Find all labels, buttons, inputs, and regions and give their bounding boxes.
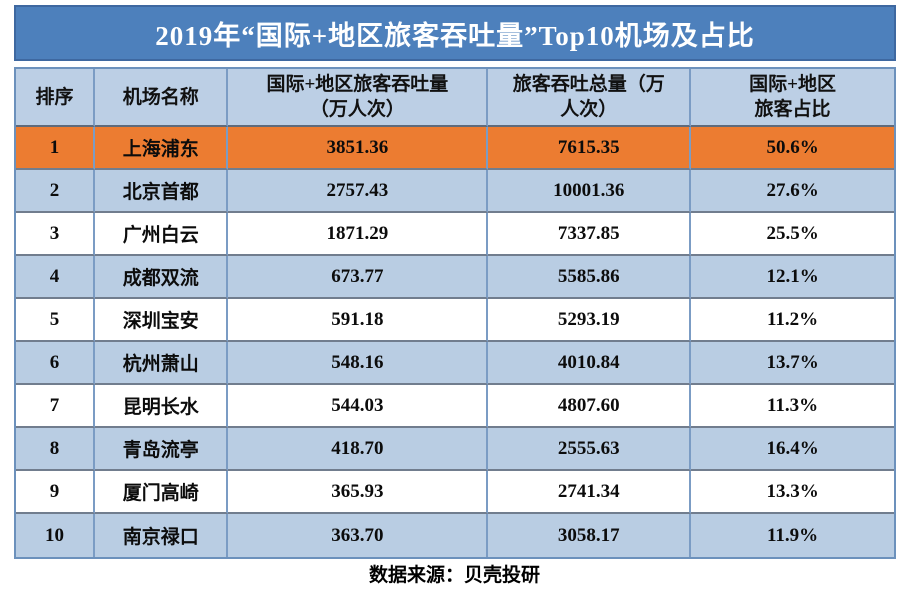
table-row: 5 深圳宝安 591.18 5293.19 11.2% (16, 299, 894, 342)
table-row: 10 南京禄口 363.70 3058.17 11.9% (16, 514, 894, 557)
share-cell: 12.1% (691, 256, 894, 299)
table-row: 7 昆明长水 544.03 4807.60 11.3% (16, 385, 894, 428)
intl-regional-cell: 2757.43 (228, 170, 489, 213)
intl-regional-cell: 673.77 (228, 256, 489, 299)
table-row: 2 北京首都 2757.43 10001.36 27.6% (16, 170, 894, 213)
total-cell: 3058.17 (488, 514, 692, 557)
airport-cell: 上海浦东 (95, 127, 229, 170)
rank-cell: 4 (16, 256, 96, 299)
total-cell: 5293.19 (488, 299, 692, 342)
title-divider (14, 61, 896, 67)
data-table: 排序 机场名称 国际+地区旅客吞吐量 （万人次） 旅客吞吐总量（万 人次） 国际… (14, 67, 896, 559)
share-cell: 11.9% (766, 524, 819, 546)
intl-regional-cell: 3851.36 (228, 127, 489, 170)
table-row: 3 广州白云 1871.29 7337.85 25.5% (16, 213, 894, 256)
total-cell: 10001.36 (488, 170, 692, 213)
header-rank: 排序 (16, 69, 96, 127)
total-cell: 5585.86 (488, 256, 692, 299)
share-cell: 11.3% (691, 385, 894, 428)
header-intl-regional-throughput: 国际+地区旅客吞吐量 （万人次） (228, 69, 489, 127)
airport-cell: 北京首都 (95, 170, 229, 213)
airport-cell: 青岛流亭 (95, 428, 229, 471)
share-cell: 11.2% (691, 299, 894, 342)
share-cell: 13.3% (691, 471, 894, 514)
rank-cell: 2 (16, 170, 96, 213)
intl-regional-cell: 548.16 (228, 342, 489, 385)
rank-cell: 6 (16, 342, 96, 385)
share-cell: 50.6% (691, 127, 894, 170)
total-cell: 4807.60 (488, 385, 692, 428)
header-intl-regional-share: 国际+地区 旅客占比 (691, 69, 894, 127)
table-row: 8 青岛流亭 418.70 2555.63 16.4% (16, 428, 894, 471)
airport-cell: 成都双流 (95, 256, 229, 299)
intl-regional-cell: 1871.29 (228, 213, 489, 256)
share-cell: 27.6% (691, 170, 894, 213)
rank-cell: 1 (16, 127, 96, 170)
intl-regional-cell: 365.93 (228, 471, 489, 514)
top10-airport-table: 2019年“国际+地区旅客吞吐量”Top10机场及占比 排序 机场名称 国际+地… (14, 5, 896, 559)
airport-cell: 南京禄口 (95, 514, 229, 557)
header-airport-name: 机场名称 (95, 69, 229, 127)
airport-cell: 深圳宝安 (95, 299, 229, 342)
share-cell: 16.4% (691, 428, 894, 471)
total-cell: 4010.84 (488, 342, 692, 385)
header-total-throughput: 旅客吞吐总量（万 人次） (488, 69, 692, 127)
total-cell: 2555.63 (488, 428, 692, 471)
table-header-row: 排序 机场名称 国际+地区旅客吞吐量 （万人次） 旅客吞吐总量（万 人次） 国际… (16, 69, 894, 127)
table-row: 6 杭州萧山 548.16 4010.84 13.7% (16, 342, 894, 385)
rank-cell: 3 (16, 213, 96, 256)
airport-cell: 杭州萧山 (95, 342, 229, 385)
airport-cell: 广州白云 (95, 213, 229, 256)
airport-cell: 昆明长水 (95, 385, 229, 428)
total-cell: 2741.34 (488, 471, 692, 514)
rank-cell: 9 (16, 471, 96, 514)
intl-regional-cell: 544.03 (228, 385, 489, 428)
rank-cell: 5 (16, 299, 96, 342)
table-row: 9 厦门高崎 365.93 2741.34 13.3% (16, 471, 894, 514)
share-cell: 25.5% (691, 213, 894, 256)
table-row: 4 成都双流 673.77 5585.86 12.1% (16, 256, 894, 299)
data-source-note: 数据来源：贝壳投研 (368, 565, 540, 586)
page-title: 2019年“国际+地区旅客吞吐量”Top10机场及占比 (155, 20, 755, 51)
intl-regional-cell: 591.18 (228, 299, 489, 342)
rank-cell: 8 (16, 428, 96, 471)
table-title-bar: 2019年“国际+地区旅客吞吐量”Top10机场及占比 (14, 5, 896, 61)
table-row: 1 上海浦东 3851.36 7615.35 50.6% (16, 127, 894, 170)
intl-regional-cell: 418.70 (228, 428, 489, 471)
airport-cell: 厦门高崎 (95, 471, 229, 514)
intl-regional-cell: 363.70 (228, 514, 489, 557)
rank-cell: 10 (16, 514, 96, 557)
total-cell: 7337.85 (488, 213, 692, 256)
rank-cell: 7 (16, 385, 96, 428)
share-cell: 13.7% (691, 342, 894, 385)
total-cell: 7615.35 (488, 127, 692, 170)
